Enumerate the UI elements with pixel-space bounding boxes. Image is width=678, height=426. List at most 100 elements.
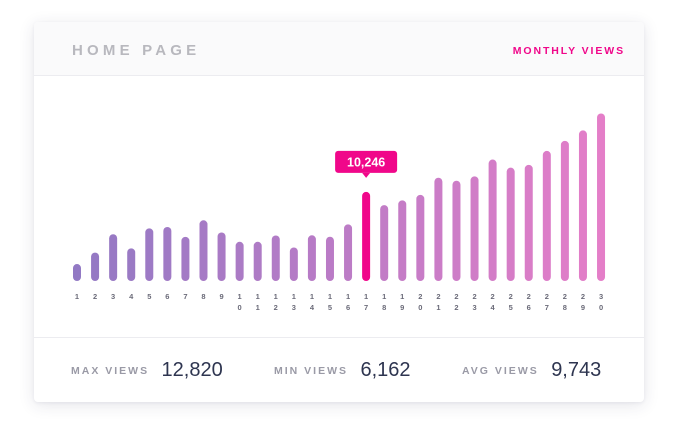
tick-label-day-5: 5 (147, 292, 151, 301)
bar-day-6[interactable] (163, 226, 172, 281)
tick-label-day-29-digit-2: 9 (581, 303, 585, 312)
bar-day-30[interactable] (597, 113, 606, 281)
tick-label-day-30-digit-1: 3 (599, 292, 603, 301)
tooltip-box (335, 150, 398, 173)
tick-label-day-15-digit-1: 1 (328, 292, 332, 301)
tick-label-day-1: 1 (75, 292, 79, 301)
max-views-label: MAX VIEWS (71, 364, 150, 377)
tick-label-day-24-digit-1: 2 (491, 292, 495, 301)
tick-label-day-3: 3 (111, 292, 115, 301)
tick-label-day-12-digit-1: 1 (274, 292, 278, 301)
tick-label-day-23-digit-1: 2 (472, 292, 476, 301)
max-views-value: 12,820 (161, 359, 223, 381)
tick-label-day-26-digit-2: 6 (527, 303, 531, 312)
tick-label-day-15-digit-2: 5 (328, 303, 332, 312)
bar-day-16[interactable] (344, 224, 353, 281)
monthly-views-chart: 1 2 3 4 5 6 7 8 9 1011121314151617181920212223242… (73, 113, 606, 312)
avg-views-value: 9,743 (551, 359, 602, 381)
bar-day-25[interactable] (506, 167, 515, 281)
tick-label-day-25-digit-1: 2 (509, 292, 513, 301)
bar-day-19[interactable] (398, 200, 407, 281)
avg-views-label: AVG VIEWS (462, 364, 539, 377)
tick-label-day-9: 9 (219, 292, 223, 301)
tick-label-day-20-digit-1: 2 (418, 292, 422, 301)
bar-day-29[interactable] (578, 130, 587, 281)
tick-label-day-27-digit-2: 7 (545, 303, 549, 312)
tick-label-day-12-digit-2: 2 (274, 303, 278, 312)
bar-day-28[interactable] (560, 140, 569, 281)
bar-day-13[interactable] (289, 247, 298, 281)
tick-label-day-17-digit-1: 1 (364, 292, 368, 301)
tick-label-day-27-digit-1: 2 (545, 292, 549, 301)
bar-day-11[interactable] (253, 241, 262, 281)
card-header: HOME PAGE MONTHLY VIEWS (34, 22, 644, 76)
tick-label-day-22-digit-2: 2 (454, 303, 458, 312)
bar-day-9[interactable] (217, 232, 226, 281)
tick-label-day-21-digit-2: 1 (436, 303, 440, 312)
tick-label-day-14-digit-1: 1 (310, 292, 314, 301)
stats-footer: MAX VIEWS 12,820 MIN VIEWS 6,162 AVG VIE… (34, 337, 644, 402)
tick-label-day-22-digit-1: 2 (454, 292, 458, 301)
tick-label-day-11-digit-2: 1 (256, 303, 260, 312)
bar-day-27[interactable] (542, 150, 551, 281)
max-views-stat: MAX VIEWS 12,820 (71, 359, 223, 382)
bar-day-20[interactable] (416, 194, 425, 281)
avg-views-stat: AVG VIEWS 9,743 (462, 359, 601, 382)
bar-day-15[interactable] (325, 236, 334, 281)
tick-label-day-4: 4 (129, 292, 134, 301)
bar-day-10[interactable] (235, 241, 244, 281)
tick-label-day-7: 7 (183, 292, 187, 301)
bar-day-1[interactable] (73, 264, 81, 281)
bar-value-tooltip: 10,246 (335, 150, 398, 178)
bar-day-3[interactable] (109, 234, 118, 281)
bar-day-7[interactable] (181, 236, 190, 281)
tick-label-day-30-digit-2: 0 (599, 303, 603, 312)
tooltip-pointer (362, 172, 371, 178)
tick-label-day-19-digit-2: 9 (400, 303, 404, 312)
tick-label-day-10-digit-2: 0 (238, 303, 242, 312)
tick-label-day-21-digit-1: 2 (436, 292, 440, 301)
tick-label-day-24-digit-2: 4 (491, 303, 496, 312)
monthly-views-toggle[interactable]: MONTHLY VIEWS (512, 45, 625, 57)
tick-label-day-2: 2 (93, 292, 97, 301)
min-views-stat: MIN VIEWS 6,162 (274, 359, 411, 382)
tick-label-day-26-digit-1: 2 (527, 292, 531, 301)
tick-label-day-13-digit-2: 3 (292, 303, 296, 312)
bar-day-4[interactable] (127, 248, 136, 281)
tick-label-day-13-digit-1: 1 (292, 292, 296, 301)
bar-day-2[interactable] (91, 252, 100, 281)
bar-day-24[interactable] (488, 159, 497, 281)
tick-label-day-14-digit-2: 4 (310, 303, 315, 312)
bar-day-23[interactable] (470, 176, 479, 281)
min-views-label: MIN VIEWS (274, 364, 349, 377)
tick-label-day-11-digit-1: 1 (256, 292, 260, 301)
tick-label-day-20-digit-2: 0 (418, 303, 422, 312)
tooltip-value: 10,246 (347, 155, 385, 169)
tick-label-day-25-digit-2: 5 (509, 303, 513, 312)
tick-label-day-16-digit-2: 6 (346, 303, 350, 312)
tick-label-day-28-digit-1: 2 (563, 292, 567, 301)
tick-label-day-28-digit-2: 8 (563, 303, 567, 312)
tick-label-day-6: 6 (165, 292, 169, 301)
tick-label-day-16-digit-1: 1 (346, 292, 350, 301)
bar-day-21[interactable] (434, 177, 443, 281)
bar-day-17[interactable] (362, 191, 371, 281)
tick-label-day-23-digit-2: 3 (472, 303, 476, 312)
bar-day-26[interactable] (524, 164, 533, 281)
page-title: HOME PAGE (72, 42, 201, 59)
min-views-value: 6,162 (360, 359, 411, 381)
tick-label-day-17-digit-2: 7 (364, 303, 368, 312)
bar-day-5[interactable] (145, 228, 154, 281)
bar-day-18[interactable] (380, 205, 389, 281)
tick-label-day-8: 8 (201, 292, 205, 301)
bar-day-14[interactable] (307, 235, 316, 281)
tick-label-day-18-digit-2: 8 (382, 303, 386, 312)
tick-label-day-18-digit-1: 1 (382, 292, 386, 301)
tick-label-day-19-digit-1: 1 (400, 292, 404, 301)
bar-day-22[interactable] (452, 180, 461, 281)
bar-day-12[interactable] (271, 235, 280, 281)
tick-label-day-10-digit-1: 1 (238, 292, 242, 301)
bar-day-8[interactable] (199, 220, 208, 281)
tick-label-day-29-digit-1: 2 (581, 292, 585, 301)
